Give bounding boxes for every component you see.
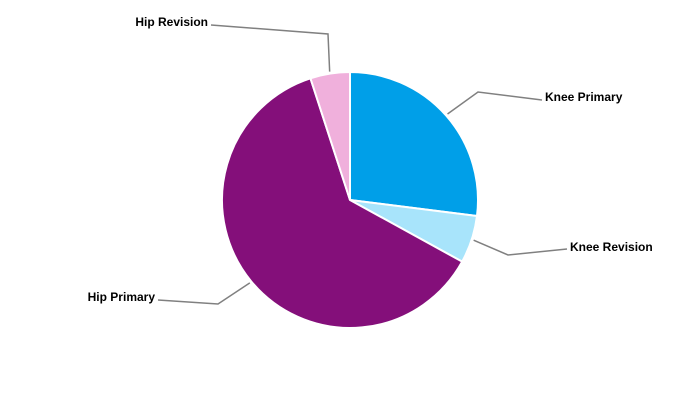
slice-label: Knee Primary xyxy=(545,90,623,104)
slice-label: Hip Primary xyxy=(88,290,156,304)
leader-line xyxy=(473,239,568,256)
pie-slice xyxy=(349,70,479,218)
pie-slice xyxy=(309,70,351,201)
slice-label: Knee Revision xyxy=(570,240,653,254)
pie-slice xyxy=(221,77,464,329)
slice-label: Hip Revision xyxy=(135,15,208,29)
leader-line xyxy=(157,282,251,305)
leader-line xyxy=(447,91,543,115)
leader-line xyxy=(210,24,331,72)
